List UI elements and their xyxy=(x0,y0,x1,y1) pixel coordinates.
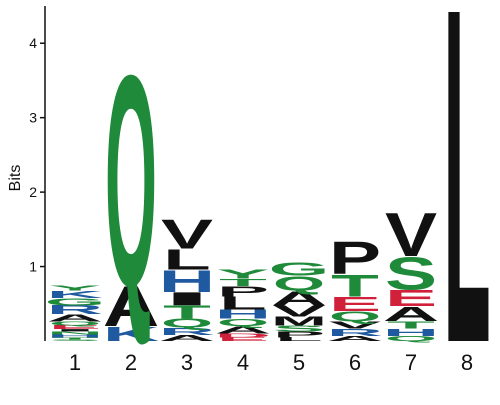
logo-letter-K: K xyxy=(47,288,103,300)
logo-letter-K: K xyxy=(103,322,159,345)
logo-letter-Q: Q xyxy=(385,335,437,343)
logo-letter-M: M xyxy=(271,314,327,328)
logo-stack-position-8: L xyxy=(443,0,491,405)
logo-letter-L: L xyxy=(443,0,491,400)
y-tick-label: 2 xyxy=(29,184,37,200)
x-position-label: 6 xyxy=(349,350,361,375)
logo-stack-position-2: KAQ xyxy=(103,13,159,350)
y-tick-label: 1 xyxy=(29,259,37,275)
logo-letter-I: I xyxy=(49,329,101,332)
logo-letter-I: I xyxy=(161,288,213,309)
y-axis-title: Bits xyxy=(7,165,24,192)
logo-letter-R: R xyxy=(327,326,383,338)
logo-letter-Q: Q xyxy=(105,13,157,350)
logo-letter-E: E xyxy=(385,286,437,311)
logo-letter-G: G xyxy=(45,296,106,308)
logo-letter-Q: Q xyxy=(49,321,101,327)
logo-letter-Y: Y xyxy=(49,284,101,292)
logo-letter-A: A xyxy=(47,312,103,324)
logo-letter-E: E xyxy=(329,293,381,316)
logo-letter-G: G xyxy=(269,259,330,280)
logo-letter-V: V xyxy=(385,200,437,270)
x-position-label: 8 xyxy=(461,350,473,375)
logo-letter-S: S xyxy=(49,339,101,341)
logo-letter-Q: Q xyxy=(273,272,325,295)
logo-letter-L: L xyxy=(219,293,267,314)
logo-letter-T: T xyxy=(331,268,379,303)
logo-letter-T: T xyxy=(219,277,267,289)
logo-letter-P: P xyxy=(273,330,325,339)
logo-letter-V: V xyxy=(329,319,381,331)
logo-letter-V: V xyxy=(161,211,213,258)
logo-letter-Y: Y xyxy=(217,267,269,281)
logo-letter-D: D xyxy=(215,333,271,339)
x-position-label: 3 xyxy=(181,350,193,375)
y-tick-label: 4 xyxy=(29,35,37,51)
logo-letter-S: S xyxy=(385,247,437,299)
x-position-label: 5 xyxy=(293,350,305,375)
logo-letter-L: L xyxy=(163,244,211,276)
logo-letter-E: E xyxy=(49,324,101,330)
ticks-layer: 1 2 3 4 1 2 3 4 5 6 7 8 xyxy=(29,35,473,375)
x-position-label: 1 xyxy=(69,350,81,375)
logo-letter-T: T xyxy=(387,319,435,331)
logo-letter-N: N xyxy=(47,331,103,336)
logo-letter-A: A xyxy=(383,302,439,325)
x-position-label: 7 xyxy=(405,350,417,375)
logo-letter-P: P xyxy=(217,283,269,299)
logo-letter-L: L xyxy=(275,336,323,342)
logo-letter-Q: Q xyxy=(161,316,213,330)
logo-letter-R: R xyxy=(159,326,215,338)
logo-letter-P: P xyxy=(329,232,381,284)
logo-letter-S: S xyxy=(273,324,325,333)
logo-letter-V: V xyxy=(273,302,326,319)
logo-letter-H: H xyxy=(47,334,103,339)
logo-letter-A: A xyxy=(215,324,271,336)
logo-letter-A: A xyxy=(103,274,159,338)
logo-letter-H: H xyxy=(159,264,215,299)
y-tick-label: 3 xyxy=(29,110,37,126)
logo-letter-R: R xyxy=(47,303,103,317)
logo-letter-Q: Q xyxy=(329,309,381,324)
logo-letter-Q: Q xyxy=(217,317,269,329)
logo-letter-H: H xyxy=(383,326,439,338)
logo-letter-A: A xyxy=(327,334,383,342)
logo-letter-H: H xyxy=(215,307,271,321)
x-position-label: 2 xyxy=(125,350,137,375)
logo-letter-A: A xyxy=(271,287,327,310)
logo-letter-A: A xyxy=(159,334,215,343)
logo-letter-T: T xyxy=(163,302,211,323)
x-position-label: 4 xyxy=(237,350,249,375)
logo-letter-E: E xyxy=(217,336,269,342)
logo-letter-T: T xyxy=(51,337,99,341)
